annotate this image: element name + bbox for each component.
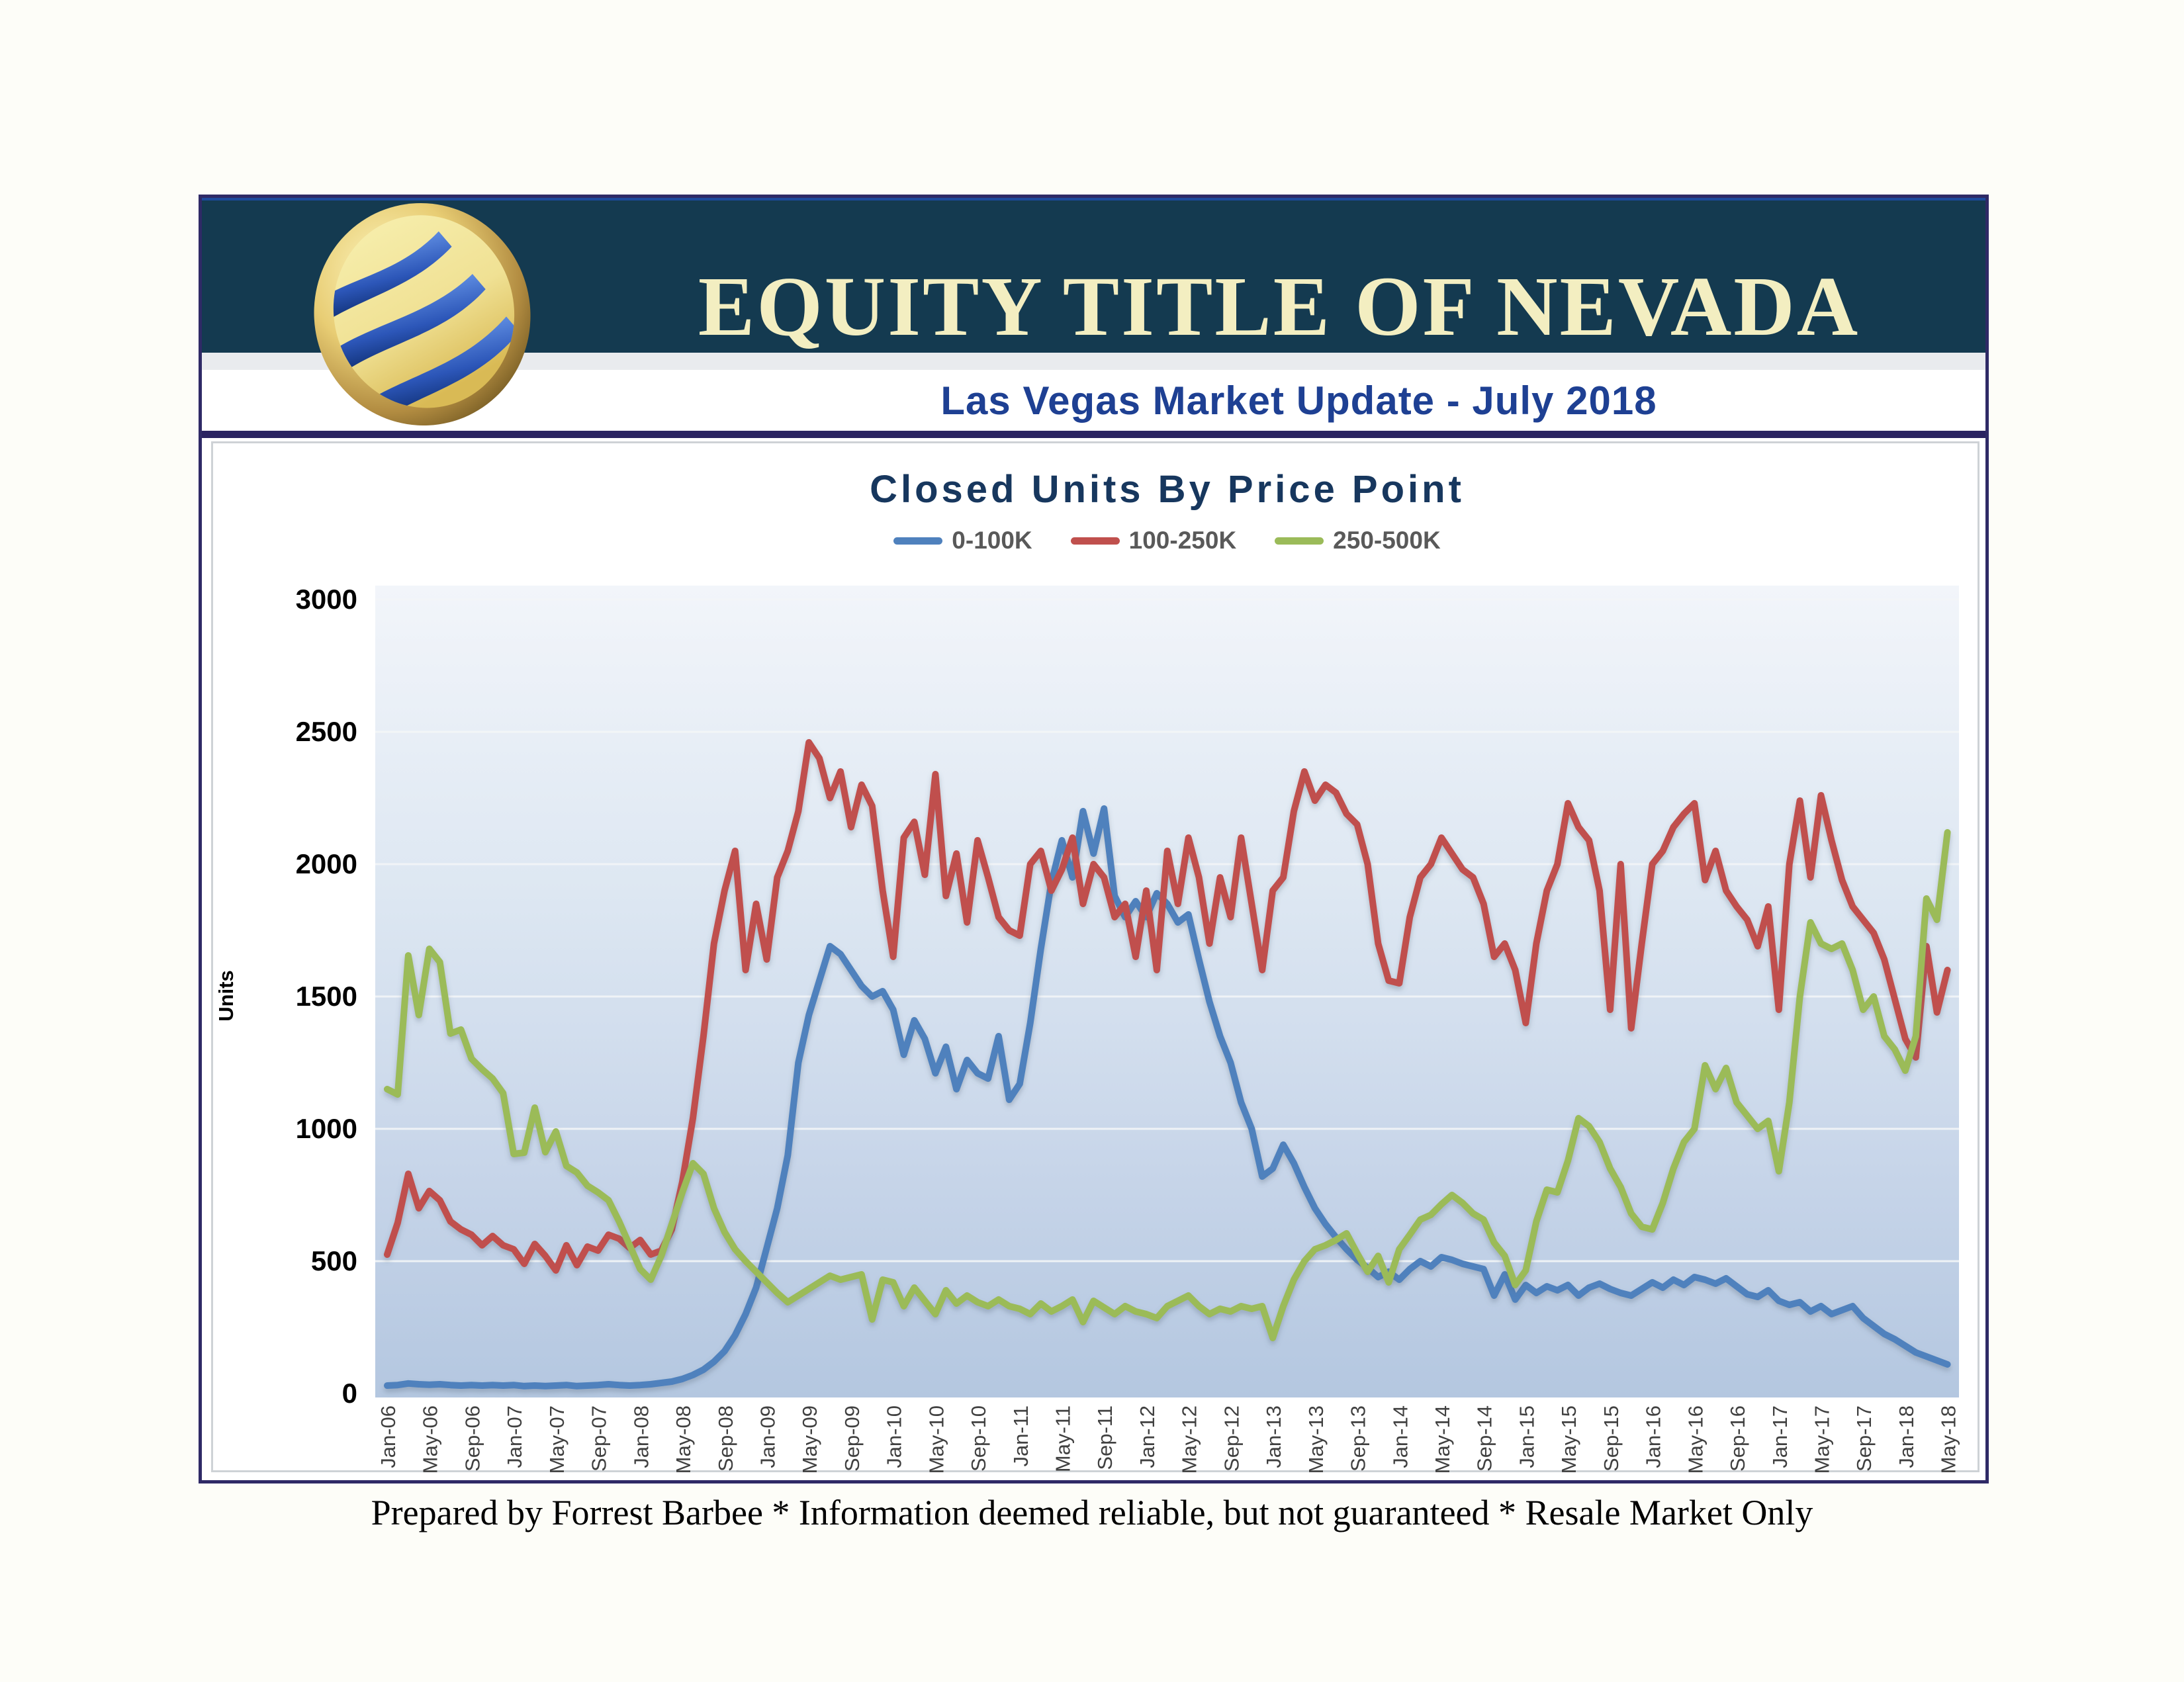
footer-note: Prepared by Forrest Barbee * Information… — [371, 1493, 1813, 1532]
logo-sphere — [313, 202, 531, 426]
legend-item-0-100k: 0-100K — [893, 527, 1032, 554]
legend-label-100-250k: 100-250K — [1128, 527, 1237, 554]
header-rule — [202, 431, 1985, 438]
legend-item-100-250k: 100-250K — [1070, 527, 1237, 554]
legend-label-250-500k: 250-500K — [1333, 527, 1441, 554]
company-logo — [313, 202, 531, 426]
legend-swatch-250-500k — [1275, 537, 1324, 545]
legend-item-250-500k: 250-500K — [1275, 527, 1441, 554]
chart-frame — [211, 441, 1979, 1472]
company-name: EQUITY TITLE OF NEVADA — [698, 259, 1860, 353]
report-subtitle: Las Vegas Market Update - July 2018 — [940, 378, 1657, 423]
chart-legend: 0-100K 100-250K 250-500K — [375, 526, 1959, 555]
legend-label-0-100k: 0-100K — [952, 527, 1032, 554]
legend-swatch-0-100k — [893, 537, 943, 545]
legend-swatch-100-250k — [1070, 537, 1120, 545]
chart-title: Closed Units By Price Point — [870, 468, 1465, 511]
